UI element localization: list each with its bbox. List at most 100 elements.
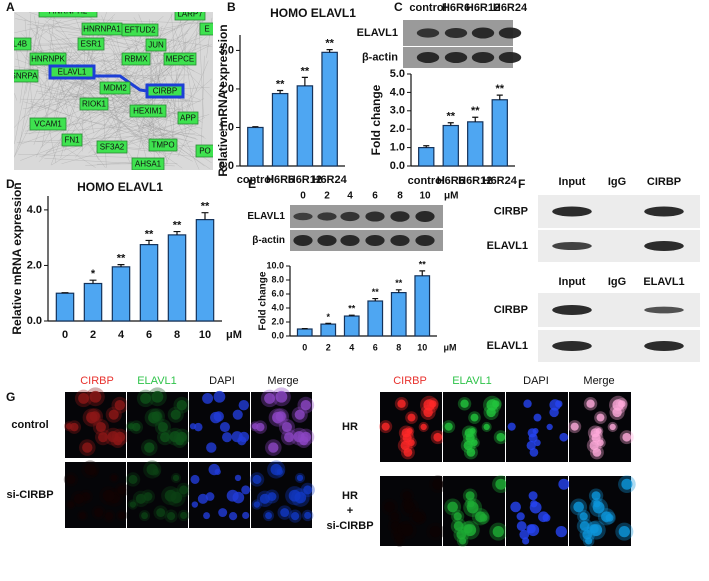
x-tick-label: 0: [302, 342, 307, 352]
bar: [55, 292, 75, 322]
blot-band: [340, 235, 360, 246]
cell: [179, 485, 189, 495]
network-edge: [68, 34, 147, 48]
cell: [117, 485, 127, 495]
lane-label: H6R12: [466, 2, 500, 14]
cell: [166, 511, 176, 521]
node-label: MDM2: [103, 84, 127, 93]
bar: [321, 51, 338, 167]
network-edge: [61, 124, 198, 164]
network-edge: [151, 56, 156, 64]
error-bar: [423, 145, 430, 148]
network-edge: [63, 62, 177, 148]
cell: [601, 511, 612, 523]
blot-band: [415, 235, 435, 246]
blot-row-label: ELAVL1: [247, 211, 285, 222]
network-node: [129, 104, 167, 118]
x-axis-label: μM: [443, 342, 456, 352]
network-edge: [27, 68, 109, 96]
significance: *: [326, 312, 330, 322]
bar: [414, 275, 431, 337]
cell: [469, 427, 476, 435]
node-label: SNRPA: [11, 72, 39, 81]
y-tick-label: 0.0: [27, 315, 42, 327]
cell: [622, 432, 632, 442]
cell: [228, 511, 238, 521]
cell: [400, 440, 410, 451]
row-label: si-CIRBP: [326, 520, 373, 532]
network-edge: [36, 19, 62, 40]
cell: [402, 491, 412, 501]
bar: [83, 282, 103, 322]
network-edge: [171, 13, 181, 124]
cell: [621, 478, 633, 490]
cell: [586, 399, 595, 408]
y-axis-label: Relative mRNA expression: [216, 24, 230, 176]
panel-label: D: [6, 177, 15, 191]
cell: [118, 511, 126, 520]
x-tick-label: H6R6: [437, 175, 465, 187]
node-label: HNRNPH2: [49, 7, 88, 16]
cell: [444, 422, 453, 431]
y-axis-label: Relative mRNA expression: [10, 182, 24, 334]
lane-label: H6R24: [493, 2, 528, 14]
node-label: SF3A2: [100, 143, 125, 152]
blot-row-label: ELAVL1: [487, 340, 528, 352]
cell: [151, 390, 164, 403]
network-edge: [154, 128, 205, 137]
node-label: PO: [199, 147, 211, 156]
cell: [288, 489, 301, 502]
network-edge: [45, 125, 138, 153]
bar: [390, 292, 407, 337]
cell: [194, 422, 203, 432]
x-tick-label: 0: [62, 329, 68, 341]
node-label: L4B: [13, 40, 27, 49]
blot-band: [552, 305, 592, 315]
cell: [141, 512, 149, 520]
node-label: HEXIM1: [133, 107, 163, 116]
network-edge: [177, 119, 196, 157]
cell: [176, 399, 188, 411]
cell: [558, 478, 570, 490]
cell: [453, 512, 462, 521]
cell: [232, 409, 243, 420]
cell: [169, 431, 181, 443]
network-node: [163, 52, 197, 66]
network-edge: [43, 72, 201, 122]
network-edge: [141, 36, 203, 57]
bar: [467, 121, 484, 167]
y-tick-label: 0.0: [271, 330, 284, 340]
significance: **: [301, 65, 310, 77]
blot-row-label: ELAVL1: [487, 240, 528, 252]
y-tick-label: 10.0: [266, 260, 284, 270]
cell: [197, 493, 209, 504]
error-bar: [326, 49, 333, 53]
cell: [475, 511, 486, 523]
y-tick-label: 0.0: [219, 160, 234, 172]
network-node: [145, 83, 185, 99]
cell: [463, 440, 473, 451]
bar: [442, 124, 459, 167]
x-tick-label: 10: [199, 329, 211, 341]
cell: [290, 511, 300, 521]
network-node: [121, 52, 151, 66]
x-tick-label: 8: [174, 329, 180, 341]
network-node: [48, 64, 96, 80]
y-tick-label: 3.0: [219, 44, 234, 56]
cell: [259, 493, 271, 504]
node-label: ELAVL1: [58, 68, 87, 77]
cell: [393, 529, 404, 540]
x-tick-label: 10: [417, 342, 427, 352]
cell: [84, 463, 96, 476]
cell: [527, 524, 540, 537]
cell: [460, 399, 469, 408]
cell: [213, 411, 224, 422]
network-node: [14, 69, 39, 83]
blot-band: [644, 241, 684, 251]
cell: [465, 491, 475, 501]
blot-band: [498, 52, 522, 63]
cell: [597, 439, 604, 447]
cell: [146, 463, 158, 476]
network-edge: [24, 18, 33, 112]
panel-label: E: [248, 177, 256, 191]
